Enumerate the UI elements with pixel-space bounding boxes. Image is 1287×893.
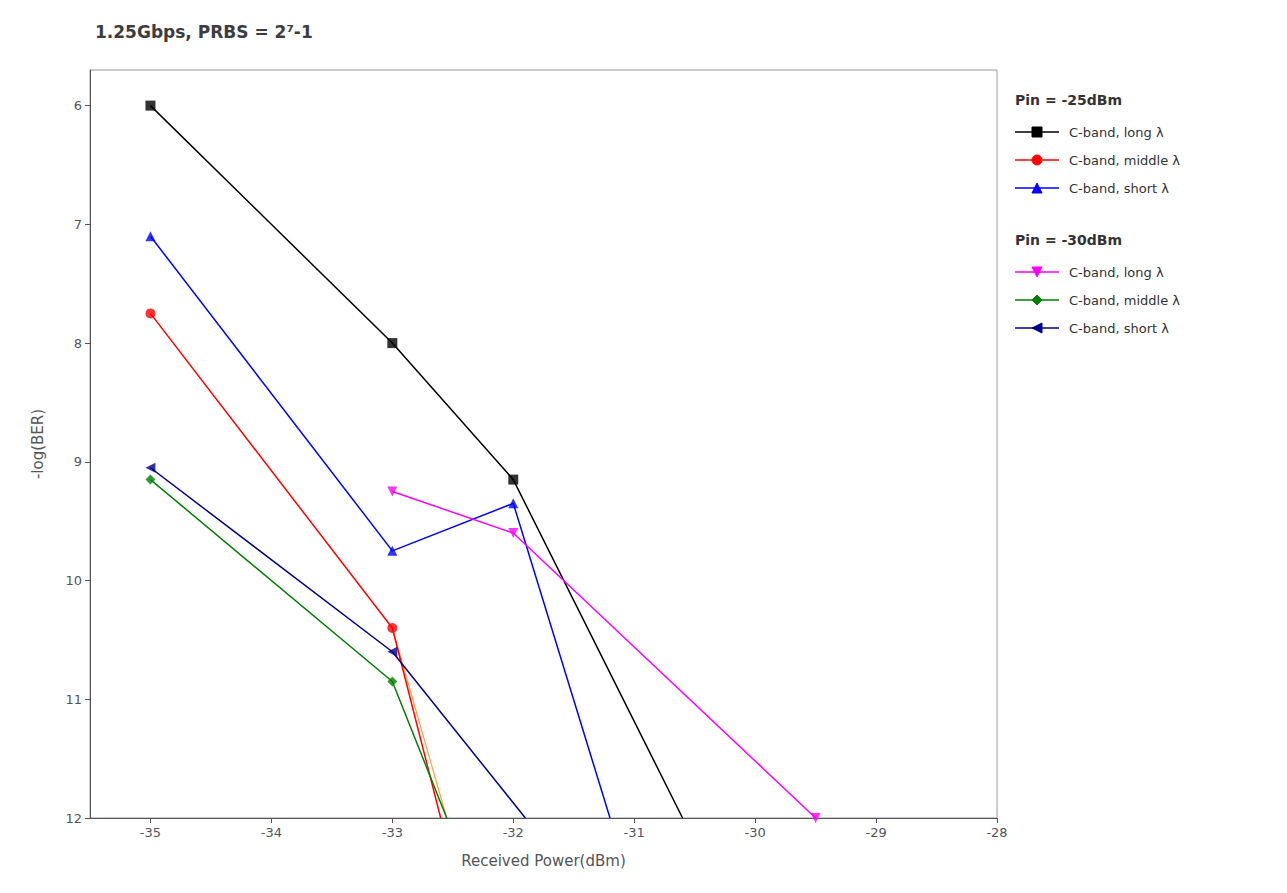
svg-text:-30: -30 <box>745 825 766 840</box>
svg-text:-31: -31 <box>624 825 645 840</box>
svg-text:-32: -32 <box>503 825 524 840</box>
svg-text:6: 6 <box>74 98 82 113</box>
svg-text:C-band, middle λ: C-band, middle λ <box>1069 153 1180 168</box>
svg-text:10: 10 <box>65 573 82 588</box>
svg-text:9: 9 <box>74 454 82 469</box>
svg-text:-28: -28 <box>986 825 1007 840</box>
svg-text:C-band, middle λ: C-band, middle λ <box>1069 293 1180 308</box>
svg-text:C-band, long λ: C-band, long λ <box>1069 125 1164 140</box>
svg-text:Pin = -30dBm: Pin = -30dBm <box>1015 232 1122 248</box>
svg-text:-35: -35 <box>140 825 161 840</box>
svg-text:12: 12 <box>65 811 82 826</box>
svg-text:C-band, short λ: C-band, short λ <box>1069 181 1169 196</box>
svg-text:Received Power(dBm): Received Power(dBm) <box>461 852 626 870</box>
svg-text:1.25Gbps, PRBS = 2⁷-1: 1.25Gbps, PRBS = 2⁷-1 <box>95 22 313 42</box>
svg-text:11: 11 <box>65 692 82 707</box>
svg-text:8: 8 <box>74 336 82 351</box>
svg-text:-33: -33 <box>382 825 403 840</box>
svg-text:-log(BER): -log(BER) <box>29 409 47 479</box>
svg-text:C-band, short λ: C-band, short λ <box>1069 321 1169 336</box>
svg-text:-29: -29 <box>865 825 886 840</box>
svg-text:C-band, long λ: C-band, long λ <box>1069 265 1164 280</box>
svg-text:Pin = -25dBm: Pin = -25dBm <box>1015 92 1122 108</box>
svg-text:-34: -34 <box>261 825 282 840</box>
svg-text:7: 7 <box>74 217 82 232</box>
